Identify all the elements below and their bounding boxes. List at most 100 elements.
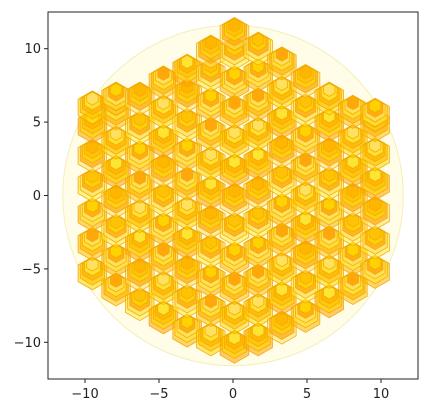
data-point <box>101 81 131 116</box>
hexagon-marker <box>228 213 241 228</box>
data-point <box>196 34 226 69</box>
data-point <box>77 256 108 291</box>
hexagon-marker <box>204 294 217 309</box>
data-point <box>196 263 226 298</box>
data-point <box>360 166 390 201</box>
hexagon-marker <box>275 164 289 180</box>
hexagon-marker <box>228 66 241 81</box>
data-point <box>77 197 108 232</box>
data-point <box>243 31 273 66</box>
hexagon-marker <box>251 206 265 221</box>
hexagon-marker <box>228 272 241 287</box>
hexagon-marker <box>346 95 360 111</box>
data-point <box>172 284 202 319</box>
hexagon-marker <box>275 252 289 268</box>
hexagon-marker <box>299 211 312 227</box>
hexagon-marker <box>346 213 360 228</box>
data-point <box>267 134 297 169</box>
data-point <box>196 58 226 93</box>
hexagon-marker-layer <box>77 16 390 364</box>
data-point <box>148 124 179 159</box>
hexagon-marker <box>204 264 217 279</box>
hexagon-marker <box>180 138 194 153</box>
hexagon-marker <box>299 123 312 139</box>
hexagon-marker <box>86 198 99 213</box>
hexagon-marker <box>228 18 241 33</box>
data-point <box>290 63 321 99</box>
data-point <box>196 146 226 181</box>
hexagon-marker <box>157 213 170 228</box>
hexagon-marker <box>157 125 170 140</box>
data-point <box>267 75 297 110</box>
data-point <box>360 196 390 231</box>
data-point <box>267 163 297 198</box>
hexagon-marker <box>299 65 312 80</box>
hexagon-marker <box>157 154 170 169</box>
hexagon-marker <box>133 258 146 274</box>
data-point <box>267 222 297 257</box>
data-point <box>172 313 202 348</box>
data-point <box>196 234 226 269</box>
hexagon-marker <box>157 183 170 199</box>
x-tick-label: 5 <box>303 387 311 402</box>
data-point <box>290 93 321 128</box>
data-point <box>314 196 344 231</box>
data-point <box>196 116 226 151</box>
data-point <box>125 257 155 292</box>
y-tick-label: 5 <box>33 116 41 131</box>
hexagon-marker <box>157 272 170 287</box>
data-point <box>338 124 368 159</box>
hexagon-marker <box>180 109 194 124</box>
data-point <box>172 137 202 172</box>
data-point <box>148 212 179 247</box>
data-point <box>219 16 250 52</box>
hexagon-marker <box>204 88 217 103</box>
hexagon-marker <box>157 66 170 81</box>
x-tick-label: −5 <box>149 387 168 402</box>
data-point <box>219 329 250 364</box>
data-point <box>172 196 202 231</box>
data-point <box>267 281 297 316</box>
data-point <box>125 140 155 175</box>
data-point <box>125 287 155 322</box>
hexagon-marker <box>180 314 194 329</box>
hexagon-marker <box>368 255 382 271</box>
hexagon-marker <box>228 95 241 111</box>
data-point <box>101 213 131 248</box>
hexagon-marker <box>275 223 289 238</box>
data-point <box>290 298 321 333</box>
data-point <box>314 225 344 260</box>
hexagon-marker <box>228 301 241 316</box>
data-point <box>338 270 368 306</box>
y-tick-label: 0 <box>33 189 41 204</box>
x-axis-ticks: −10 −5 0 5 10 <box>71 379 389 402</box>
hexagon-marker <box>204 323 217 338</box>
hexagon-marker <box>133 200 146 215</box>
data-point <box>290 210 321 245</box>
hexagon-marker <box>228 242 241 257</box>
data-point <box>125 81 155 116</box>
hexagon-marker <box>228 125 241 140</box>
hexagon-marker <box>109 273 123 288</box>
data-point <box>267 193 297 228</box>
data-point <box>219 182 250 217</box>
hexagon-marker <box>180 167 194 183</box>
data-point <box>360 254 390 289</box>
data-point <box>196 204 226 239</box>
hexagon-marker <box>109 156 123 171</box>
data-point <box>219 65 250 100</box>
hexagon-marker <box>368 226 382 241</box>
data-point <box>267 105 297 140</box>
x-tick-label: 10 <box>373 387 390 402</box>
hexagon-marker <box>180 226 194 241</box>
hexagon-marker <box>323 226 336 241</box>
data-point <box>314 81 344 116</box>
hexagon-marker <box>275 282 289 297</box>
data-point <box>290 269 321 304</box>
hexagon-marker <box>228 154 241 169</box>
data-point <box>338 212 368 247</box>
hexagon-marker <box>346 272 360 287</box>
hexagon-marker <box>299 299 312 315</box>
data-point <box>148 153 179 188</box>
hexagon-marker <box>251 323 265 338</box>
